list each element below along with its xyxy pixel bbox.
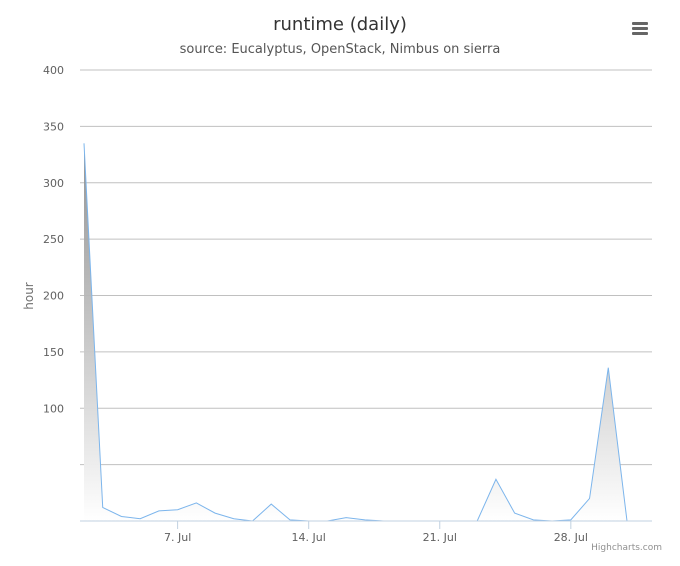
y-tick-label: 400 [43,64,64,77]
data-point[interactable] [588,497,590,499]
x-axis: 7. Jul 14. Jul 21. Jul 28. Jul [80,520,652,544]
credits-link[interactable]: Highcharts.com [591,543,662,553]
y-tick-label: 350 [43,120,64,133]
x-tick-label: 28. Jul [554,531,588,544]
data-point[interactable] [345,516,347,518]
data-point[interactable] [495,478,497,480]
data-point[interactable] [214,512,216,514]
data-point[interactable] [607,366,609,368]
y-axis: 100 150 200 250 300 350 400 [43,64,64,415]
data-point[interactable] [120,515,122,517]
data-point[interactable] [195,502,197,504]
x-tick-label: 14. Jul [292,531,326,544]
gridlines [80,69,652,466]
data-point[interactable] [158,510,160,512]
data-point[interactable] [102,506,104,508]
chart-title: runtime (daily) [273,14,407,35]
y-tick-label: 200 [43,290,64,303]
data-point[interactable] [83,142,85,144]
chart-menu-button[interactable] [628,18,652,40]
data-point[interactable] [176,509,178,511]
x-tick-label: 7. Jul [164,531,191,544]
y-tick-label: 300 [43,177,64,190]
data-point[interactable] [513,512,515,514]
data-point[interactable] [233,518,235,520]
y-tick-label: 150 [43,346,64,359]
x-tick-label: 21. Jul [423,531,457,544]
series-area-layer [83,142,628,522]
y-tick-label: 250 [43,233,64,246]
y-axis-title: hour [22,282,36,310]
series-line [83,143,628,522]
data-point[interactable] [270,503,272,505]
chart-subtitle: source: Eucalyptus, OpenStack, Nimbus on… [179,42,501,57]
y-tick-label: 100 [43,402,64,415]
data-point[interactable] [139,518,141,520]
